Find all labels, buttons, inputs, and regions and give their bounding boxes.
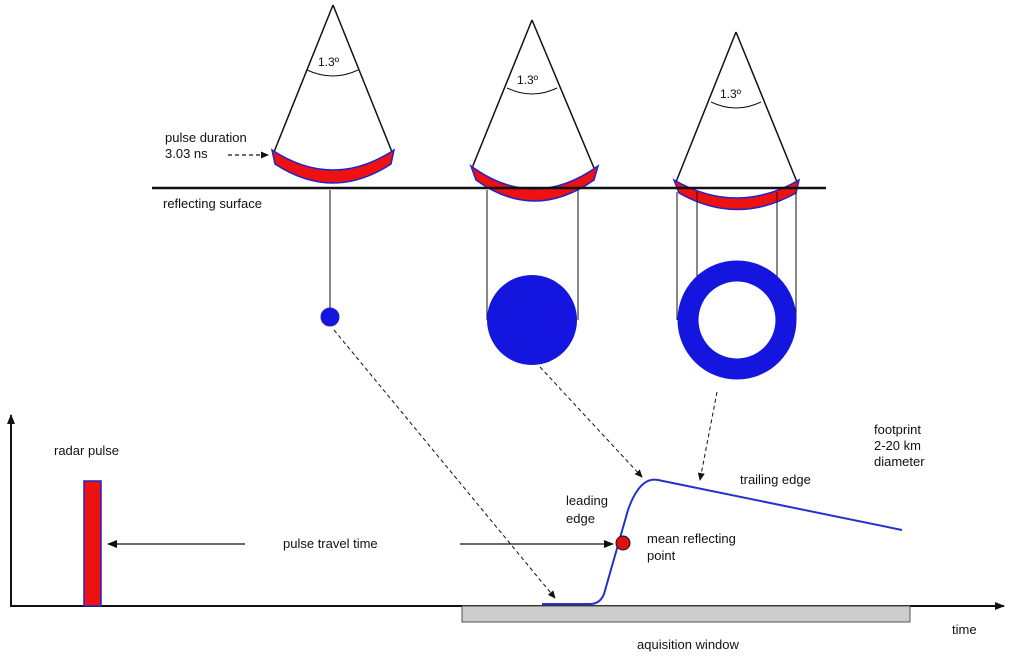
cone-2-pulse-band	[469, 163, 600, 202]
mean-reflecting-point	[615, 535, 631, 551]
footprint-label-line1: footprint	[874, 422, 921, 437]
mean-reflecting-label-line1: mean reflecting	[647, 531, 736, 546]
mapping-arrow-disc	[539, 366, 643, 478]
footprint-label-line3: diameter	[874, 454, 925, 469]
leading-edge-label-line1: leading	[566, 493, 608, 508]
cone-1-pulse-band	[270, 148, 396, 184]
cone-3-pulse-band	[672, 178, 801, 211]
acquisition-window	[461, 605, 911, 623]
footprint-disc	[487, 275, 577, 365]
pulse-duration-label-line1: pulse duration	[165, 130, 247, 145]
cone-2-left-edge	[471, 19, 533, 169]
footprint-annulus	[677, 260, 797, 380]
cone-1-angle-label: 1.3º	[318, 55, 340, 69]
cone-1-angle-arc	[306, 69, 359, 77]
cone-3-angle-label: 1.3º	[720, 87, 742, 101]
cone-1-left-edge	[273, 4, 334, 153]
acquisition-window-label: aquisition window	[637, 637, 740, 652]
beam-cone-1: 1.3º	[270, 4, 396, 184]
footprint-dot	[320, 307, 340, 327]
trailing-edge-label: trailing edge	[740, 472, 811, 487]
cone-2-right-edge	[531, 19, 595, 169]
radar-pulse-bar	[83, 480, 102, 607]
cone-3-left-edge	[675, 31, 737, 183]
mapping-arrow-annulus	[697, 391, 718, 481]
beam-cone-3: 1.3º	[672, 31, 801, 211]
cone-3-angle-arc	[710, 101, 762, 109]
radar-pulse-label: radar pulse	[54, 443, 119, 458]
leading-edge-label-line2: edge	[566, 511, 595, 526]
cone-3-right-edge	[735, 31, 798, 183]
footprint-label-line2: 2-20 km	[874, 438, 921, 453]
reflecting-surface-label: reflecting surface	[163, 196, 262, 211]
beam-cone-2: 1.3º	[469, 19, 600, 202]
return-waveform	[542, 478, 903, 605]
mean-reflecting-label-line2: point	[647, 548, 676, 563]
pulse-duration-label-line2: 3.03 ns	[165, 146, 208, 161]
mapping-arrow-dot	[333, 329, 556, 599]
cone-1-right-edge	[332, 4, 393, 153]
pulse-travel-time-label: pulse travel time	[283, 536, 378, 551]
cone-2-angle-arc	[506, 87, 558, 95]
cone-2-angle-label: 1.3º	[517, 73, 539, 87]
time-axis-label: time	[952, 622, 977, 637]
